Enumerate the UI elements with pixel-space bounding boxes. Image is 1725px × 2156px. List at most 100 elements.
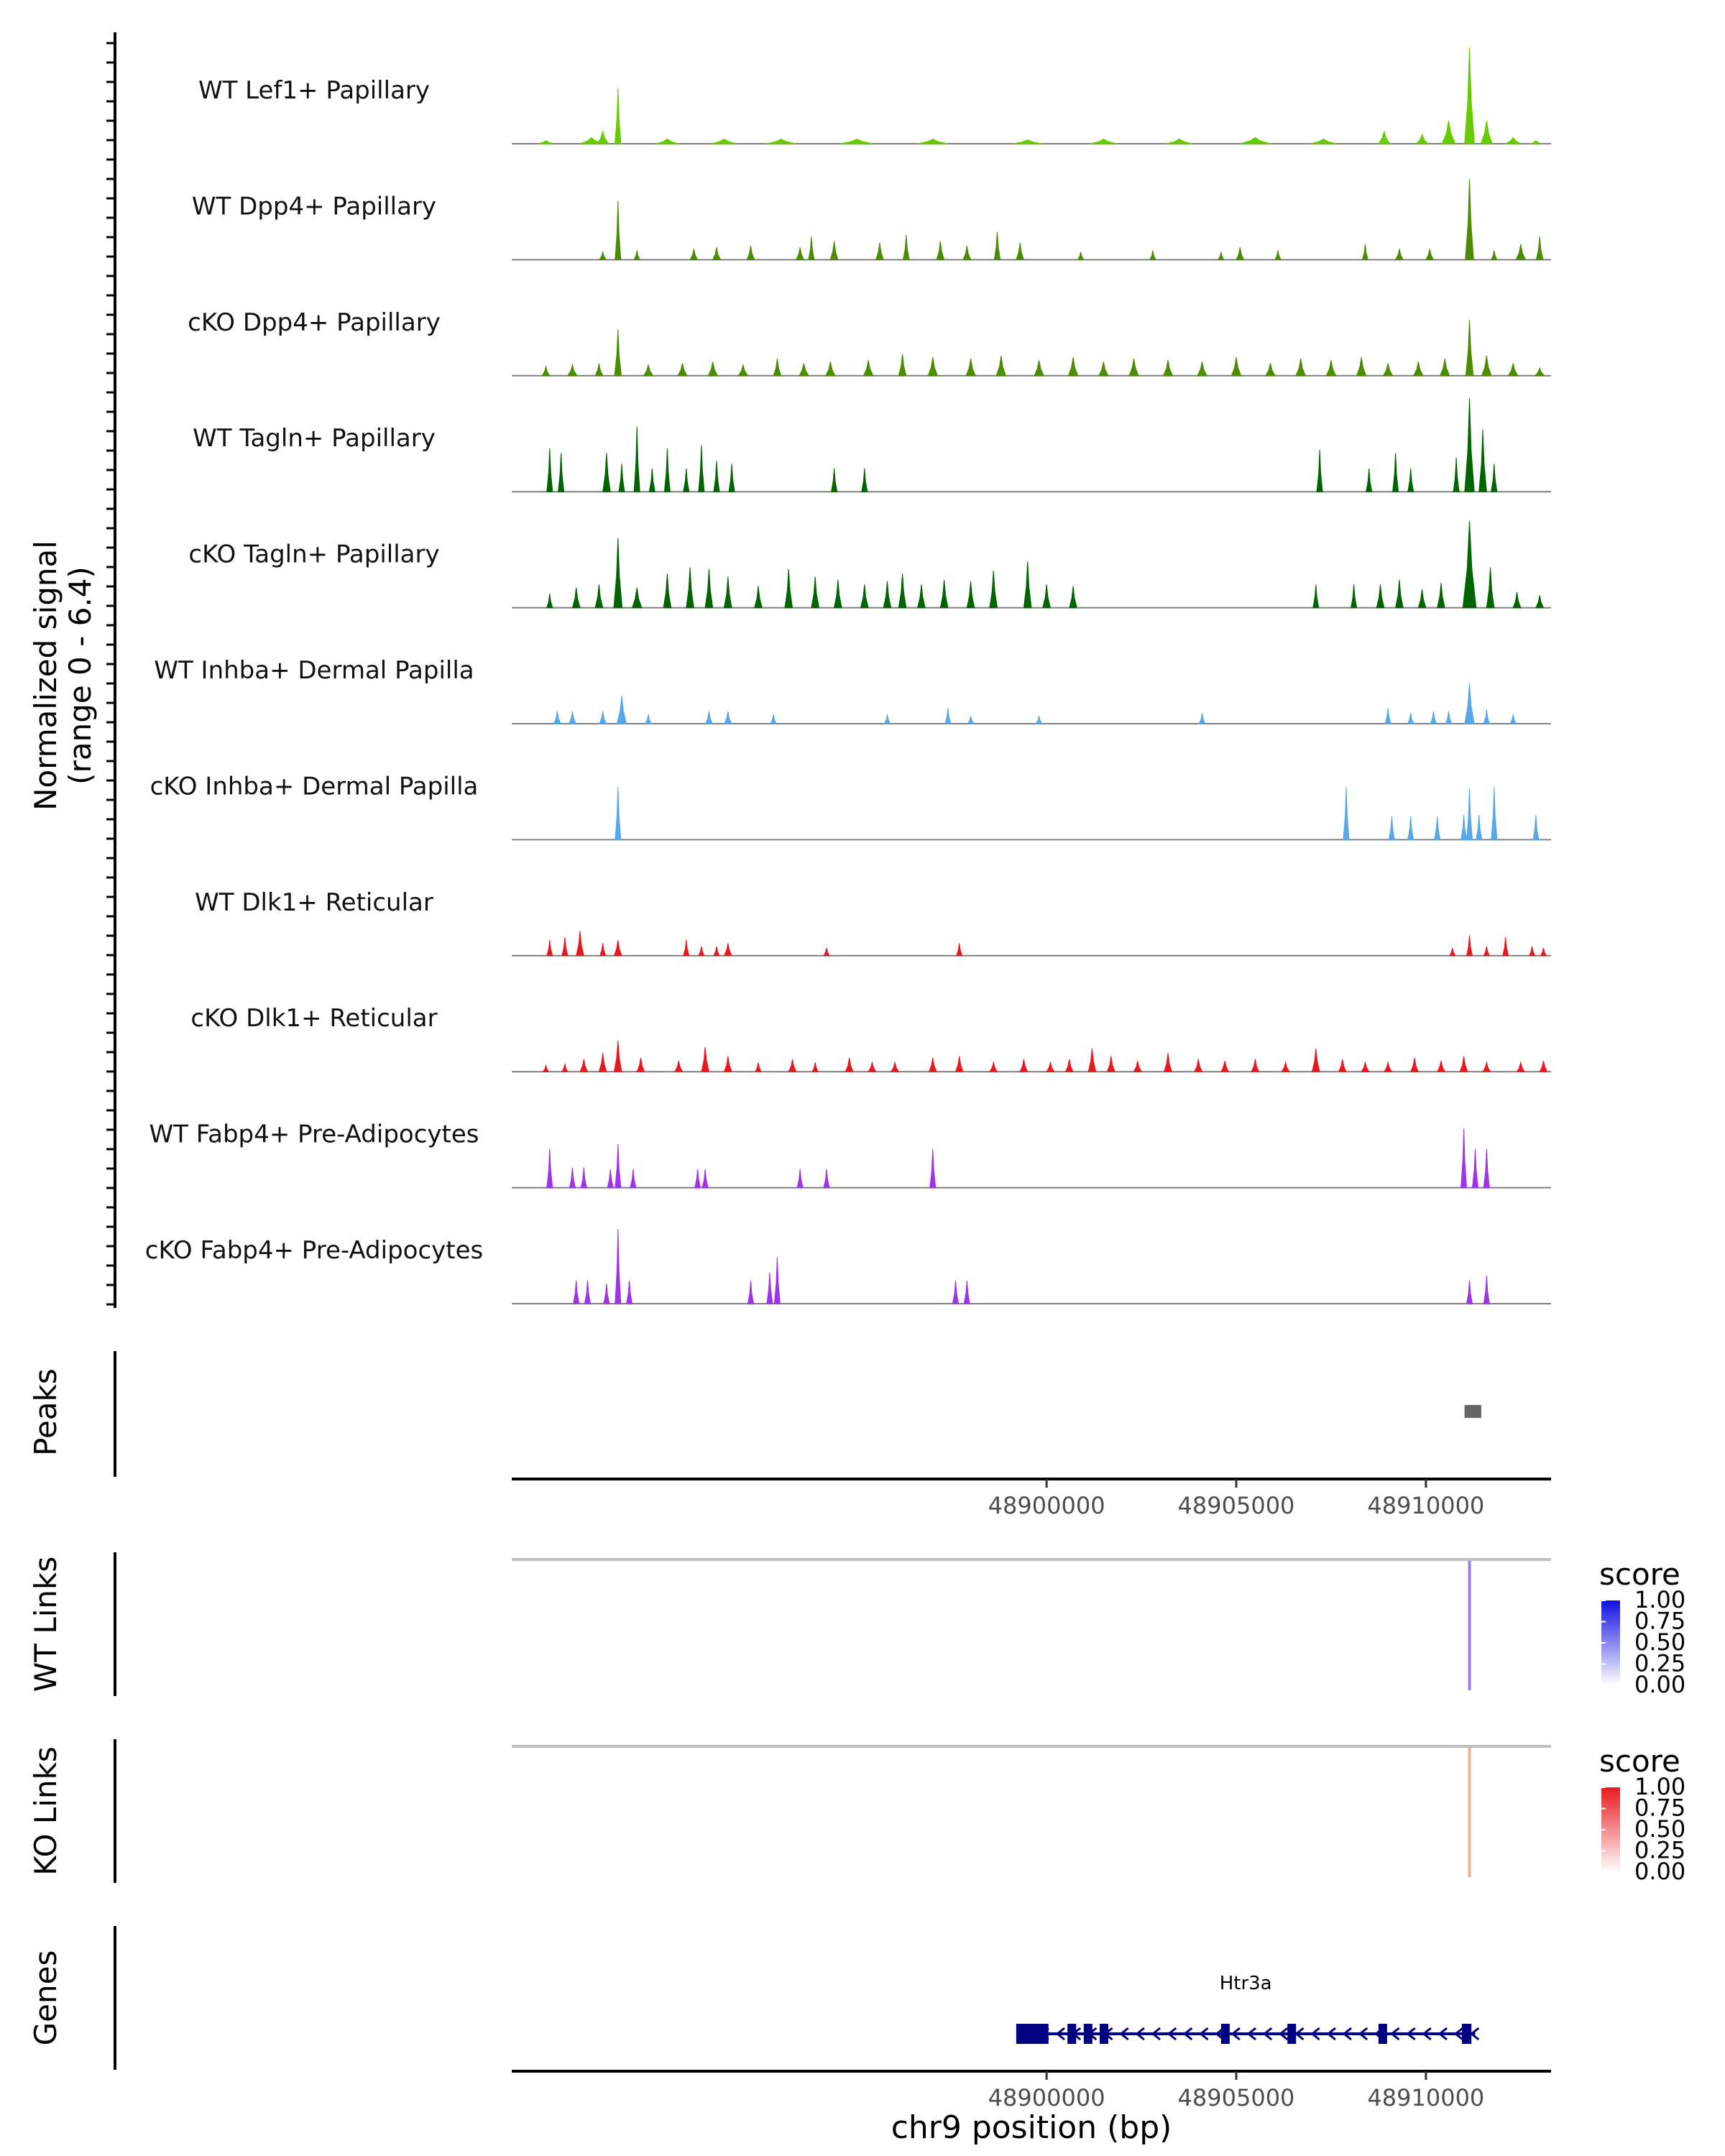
coverage-peak — [1512, 591, 1522, 609]
track-label: WT Lef1+ Papillary — [198, 76, 430, 105]
coverage-peak — [689, 249, 699, 260]
coverage-peak — [1466, 788, 1473, 840]
coverage-peak — [1491, 787, 1498, 840]
coverage-peak — [686, 567, 694, 609]
coverage-tracks: WT Lef1+ Papillary WT Dpp4+ Papillary cKO … — [145, 47, 1551, 1304]
coverage-peak — [993, 231, 1001, 260]
coverage-peak — [579, 1059, 589, 1072]
genes-track-label: Genes — [28, 1950, 63, 2046]
coverage-peak — [962, 245, 972, 260]
strand-arrow — [1135, 2027, 1145, 2041]
track-label: WT Tagln+ Papillary — [193, 424, 436, 453]
coverage-peak — [702, 1169, 709, 1189]
coverage-peak — [1377, 130, 1391, 144]
coverage-peak — [615, 1144, 622, 1189]
coverage-peak — [602, 453, 611, 492]
track-wt-dlk1-reticular: WT Dlk1+ Reticular — [195, 888, 1551, 957]
coverage-peak — [1464, 683, 1475, 724]
strand-arrow — [1390, 2027, 1400, 2041]
coverage-peak — [1459, 1056, 1468, 1072]
coverage-peak — [561, 936, 569, 957]
coverage-peak — [1166, 138, 1193, 144]
coverage-peak — [765, 138, 796, 144]
coverage-peak — [898, 573, 907, 609]
peaks-x-axis-ticks: 48900000 48905000 48910000 — [988, 1479, 1484, 1519]
coverage-peak — [1311, 1048, 1320, 1072]
strand-arrow — [1310, 2027, 1320, 2041]
coverage-peak — [694, 1169, 702, 1189]
coverage-peak — [656, 138, 679, 144]
track-label: WT Fabp4+ Pre-Adipocytes — [150, 1120, 479, 1149]
coverage-peak — [1376, 584, 1385, 609]
strand-arrow — [1469, 2027, 1480, 2041]
coverage-peak — [1388, 816, 1395, 840]
coverage-peak — [868, 1061, 877, 1072]
coverage-peak — [648, 468, 656, 492]
coverage-peak — [599, 943, 607, 957]
coverage-peak — [928, 1057, 937, 1072]
track-cko-inhba-dermal-papilla: cKO Inhba+ Dermal Papilla — [150, 772, 1551, 841]
coverage-peak — [1532, 814, 1540, 840]
coverage-peak — [898, 354, 907, 377]
coverage-peak — [594, 363, 604, 377]
coverage-peak — [1384, 708, 1392, 724]
coverage-peak — [954, 1056, 964, 1072]
peak-region — [1464, 1405, 1481, 1418]
strand-arrow — [1246, 2027, 1256, 2041]
legend-title: score — [1599, 1557, 1680, 1592]
coverage-peak — [811, 576, 820, 609]
coverage-peak — [746, 245, 755, 260]
coverage-peak — [1197, 361, 1208, 377]
coverage-peak — [1274, 250, 1282, 260]
coverage-peak — [1366, 468, 1373, 492]
legend-title: score — [1599, 1743, 1680, 1779]
coverage-peak — [1530, 140, 1542, 144]
coverage-peak — [546, 448, 553, 492]
coverage-peak — [713, 946, 720, 957]
coverage-peak — [1240, 137, 1271, 144]
track-label: cKO Dpp4+ Papillary — [188, 308, 441, 337]
coverage-peak — [1502, 936, 1509, 957]
coverage-peak — [883, 714, 891, 724]
track-label: cKO Inhba+ Dermal Papilla — [150, 772, 479, 801]
coverage-peak — [747, 1280, 755, 1304]
strand-arrow — [1182, 2027, 1193, 2041]
coverage-peak — [1087, 1048, 1097, 1072]
coverage-peak — [683, 940, 690, 957]
legend-break-label: 0.75 — [1634, 1795, 1685, 1822]
strand-arrow — [1199, 2027, 1209, 2041]
gene-exon — [1067, 2024, 1077, 2044]
track-wt-fabp4-pre-adipocytes: WT Fabp4+ Pre-Adipocytes — [150, 1120, 1551, 1189]
coverage-peak — [917, 138, 949, 144]
coverage-peak — [580, 1167, 587, 1189]
coverage-peak — [615, 201, 622, 260]
track-cko-fabp4-pre-adipocytes: cKO Fabp4+ Pre-Adipocytes — [145, 1229, 1551, 1304]
track-wt-inhba-dermal-papilla: WT Inhba+ Dermal Papilla — [154, 656, 1551, 724]
coverage-peak — [833, 579, 842, 609]
coverage-peak — [1383, 1061, 1393, 1072]
coverage-peak — [615, 1229, 622, 1304]
strand-arrow — [1151, 2027, 1161, 2041]
coverage-peak — [631, 587, 643, 609]
strand-arrow — [1453, 2027, 1464, 2041]
coverage-peak — [860, 584, 869, 609]
strand-arrow — [1262, 2027, 1273, 2041]
coverage-peak — [603, 1283, 610, 1304]
coverage-peak — [1540, 947, 1547, 957]
wt-links-label: WT Links — [28, 1557, 63, 1692]
coverage-peak — [1230, 356, 1242, 377]
x-tick-label: 48910000 — [1367, 2084, 1484, 2111]
coverage-peak — [1481, 355, 1492, 377]
gene-exon — [1461, 2024, 1472, 2044]
strand-arrow — [1278, 2027, 1289, 2041]
strand-arrow — [1055, 2027, 1065, 2041]
coverage-peak — [1507, 363, 1519, 377]
coverage-peak — [542, 1064, 550, 1072]
coverage-peak — [1448, 947, 1456, 957]
coverage-peak — [596, 130, 610, 144]
coverage-peak — [939, 579, 949, 609]
legend-break-label: 0.25 — [1634, 1837, 1685, 1864]
coverage-peak — [1483, 946, 1491, 957]
coverage-peak — [1528, 946, 1536, 957]
